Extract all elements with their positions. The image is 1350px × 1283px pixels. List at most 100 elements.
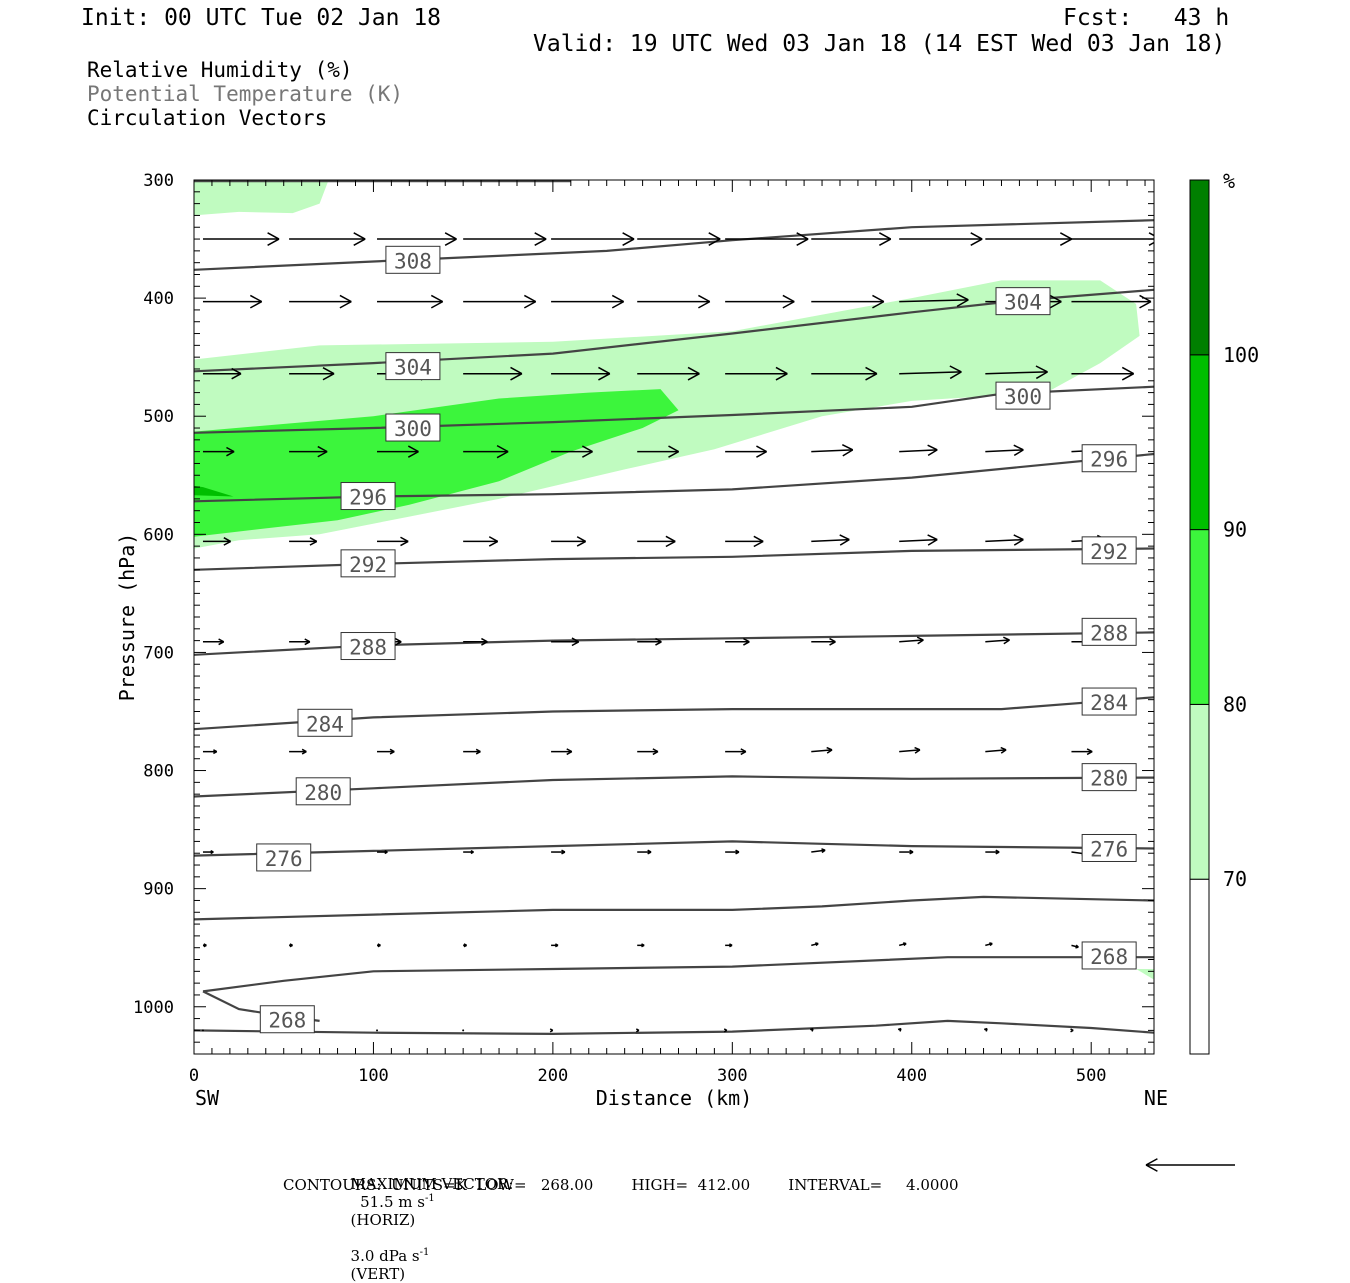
vector-head	[1013, 538, 1024, 546]
vector-head	[641, 943, 645, 946]
vector-head	[665, 540, 676, 548]
contour-label-268: 268	[259, 1005, 315, 1034]
circulation-vector	[985, 444, 1024, 457]
y-tick-label: 500	[143, 407, 174, 427]
vector-head	[223, 540, 231, 546]
vert-value: 3.0 dPa s	[350, 1247, 420, 1265]
circulation-vector	[463, 294, 537, 309]
contour-label-box	[1081, 536, 1137, 565]
vector-head	[1003, 639, 1010, 645]
vector-head	[377, 943, 381, 946]
contour-label-276: 276	[256, 843, 312, 872]
contour-label-268: 268	[1081, 941, 1137, 970]
vector-head	[394, 641, 402, 646]
init-time: Init: 00 UTC Tue 02 Jan 18	[81, 5, 442, 31]
circulation-vector	[985, 942, 993, 947]
vector-head	[488, 540, 499, 547]
vector-shaft	[985, 749, 1007, 753]
vector-head	[782, 300, 795, 309]
vector-head	[309, 540, 318, 546]
y-tick-label: 800	[143, 762, 174, 782]
vector-head	[249, 294, 263, 303]
vector-head	[389, 748, 395, 753]
vector-head	[878, 238, 892, 246]
colorbar-band-80	[1189, 529, 1210, 705]
vector-head	[1139, 300, 1152, 309]
vector-head	[914, 746, 921, 751]
vector-head	[611, 294, 625, 303]
vector-head	[203, 943, 207, 946]
circulation-vector	[811, 232, 892, 246]
circulation-vector	[463, 444, 509, 459]
vector-head	[309, 537, 318, 543]
circulation-vector	[202, 749, 218, 755]
vector-head	[708, 238, 721, 246]
x-axis-right-end: NE	[1144, 1086, 1168, 1110]
vector-head	[775, 373, 788, 381]
contour-label-304: 304	[995, 287, 1051, 316]
contour-label-box	[256, 843, 312, 872]
vector-head	[956, 299, 969, 308]
circulation-vector	[551, 536, 587, 547]
vector-head	[339, 294, 352, 303]
vector-head	[1148, 241, 1154, 246]
vector-head	[249, 300, 263, 309]
vector-head	[444, 238, 457, 246]
vector-head	[655, 637, 662, 643]
vector-head	[1145, 1164, 1158, 1172]
rh-fill-70	[1136, 969, 1154, 980]
contour-label-284: 284	[297, 708, 353, 737]
circulation-vector	[899, 849, 914, 855]
circulation-vector	[899, 636, 924, 645]
cross-section-chart: 268 268 276 276 280 280 284 284 288 288 292 292 296 2…	[115, 169, 1259, 1172]
vector-head	[927, 444, 938, 451]
theta-contour-276	[194, 840, 1154, 857]
contour-label-box	[1081, 617, 1137, 646]
circulation-vector	[462, 1029, 465, 1032]
vector-head	[687, 373, 700, 381]
contour-label-box	[385, 413, 441, 442]
circulation-vector	[377, 445, 419, 458]
contour-label-box	[340, 632, 396, 661]
contour-label-box	[385, 245, 441, 274]
circulation-vector	[725, 535, 764, 548]
circulation-vector	[637, 294, 711, 309]
vector-head	[1059, 232, 1073, 240]
vector-head	[723, 1028, 728, 1032]
vector-head	[470, 849, 474, 853]
vector-head	[782, 294, 795, 303]
vector-head	[1121, 373, 1135, 381]
vector-head	[878, 232, 892, 240]
vector-head	[210, 849, 214, 853]
circulation-vector	[899, 444, 938, 457]
vector-head	[576, 540, 587, 547]
circulation-vector	[985, 636, 1010, 645]
contour-label-box	[1081, 941, 1137, 970]
vector-head	[523, 300, 537, 309]
contour-label-296: 296	[340, 482, 396, 511]
circulation-vector	[463, 366, 523, 381]
vector-head	[622, 238, 635, 246]
circulation-vector	[899, 365, 962, 380]
legend-rh: Relative Humidity (%)	[87, 58, 353, 82]
contour-label-text: 296	[1090, 448, 1128, 472]
vector-head	[829, 641, 836, 646]
vector-shaft	[899, 299, 969, 303]
vector-head	[1035, 365, 1048, 373]
vector-head	[865, 366, 878, 375]
circulation-vector	[637, 366, 700, 381]
vector-head	[872, 294, 885, 303]
vector-head	[430, 300, 444, 309]
contour-label-text: 280	[304, 781, 342, 805]
circulation-vector	[201, 1029, 204, 1032]
vector-head	[687, 366, 700, 375]
vector-head	[809, 1027, 814, 1031]
x-tick-label: 0	[189, 1066, 199, 1086]
contour-label-box	[385, 352, 441, 381]
vector-shaft	[811, 449, 853, 453]
theta-contour-268	[202, 956, 1154, 993]
contour-label-box	[1081, 763, 1137, 792]
circulation-vector	[202, 849, 214, 855]
vector-head	[668, 450, 680, 458]
theta-contour-288	[194, 631, 1154, 656]
